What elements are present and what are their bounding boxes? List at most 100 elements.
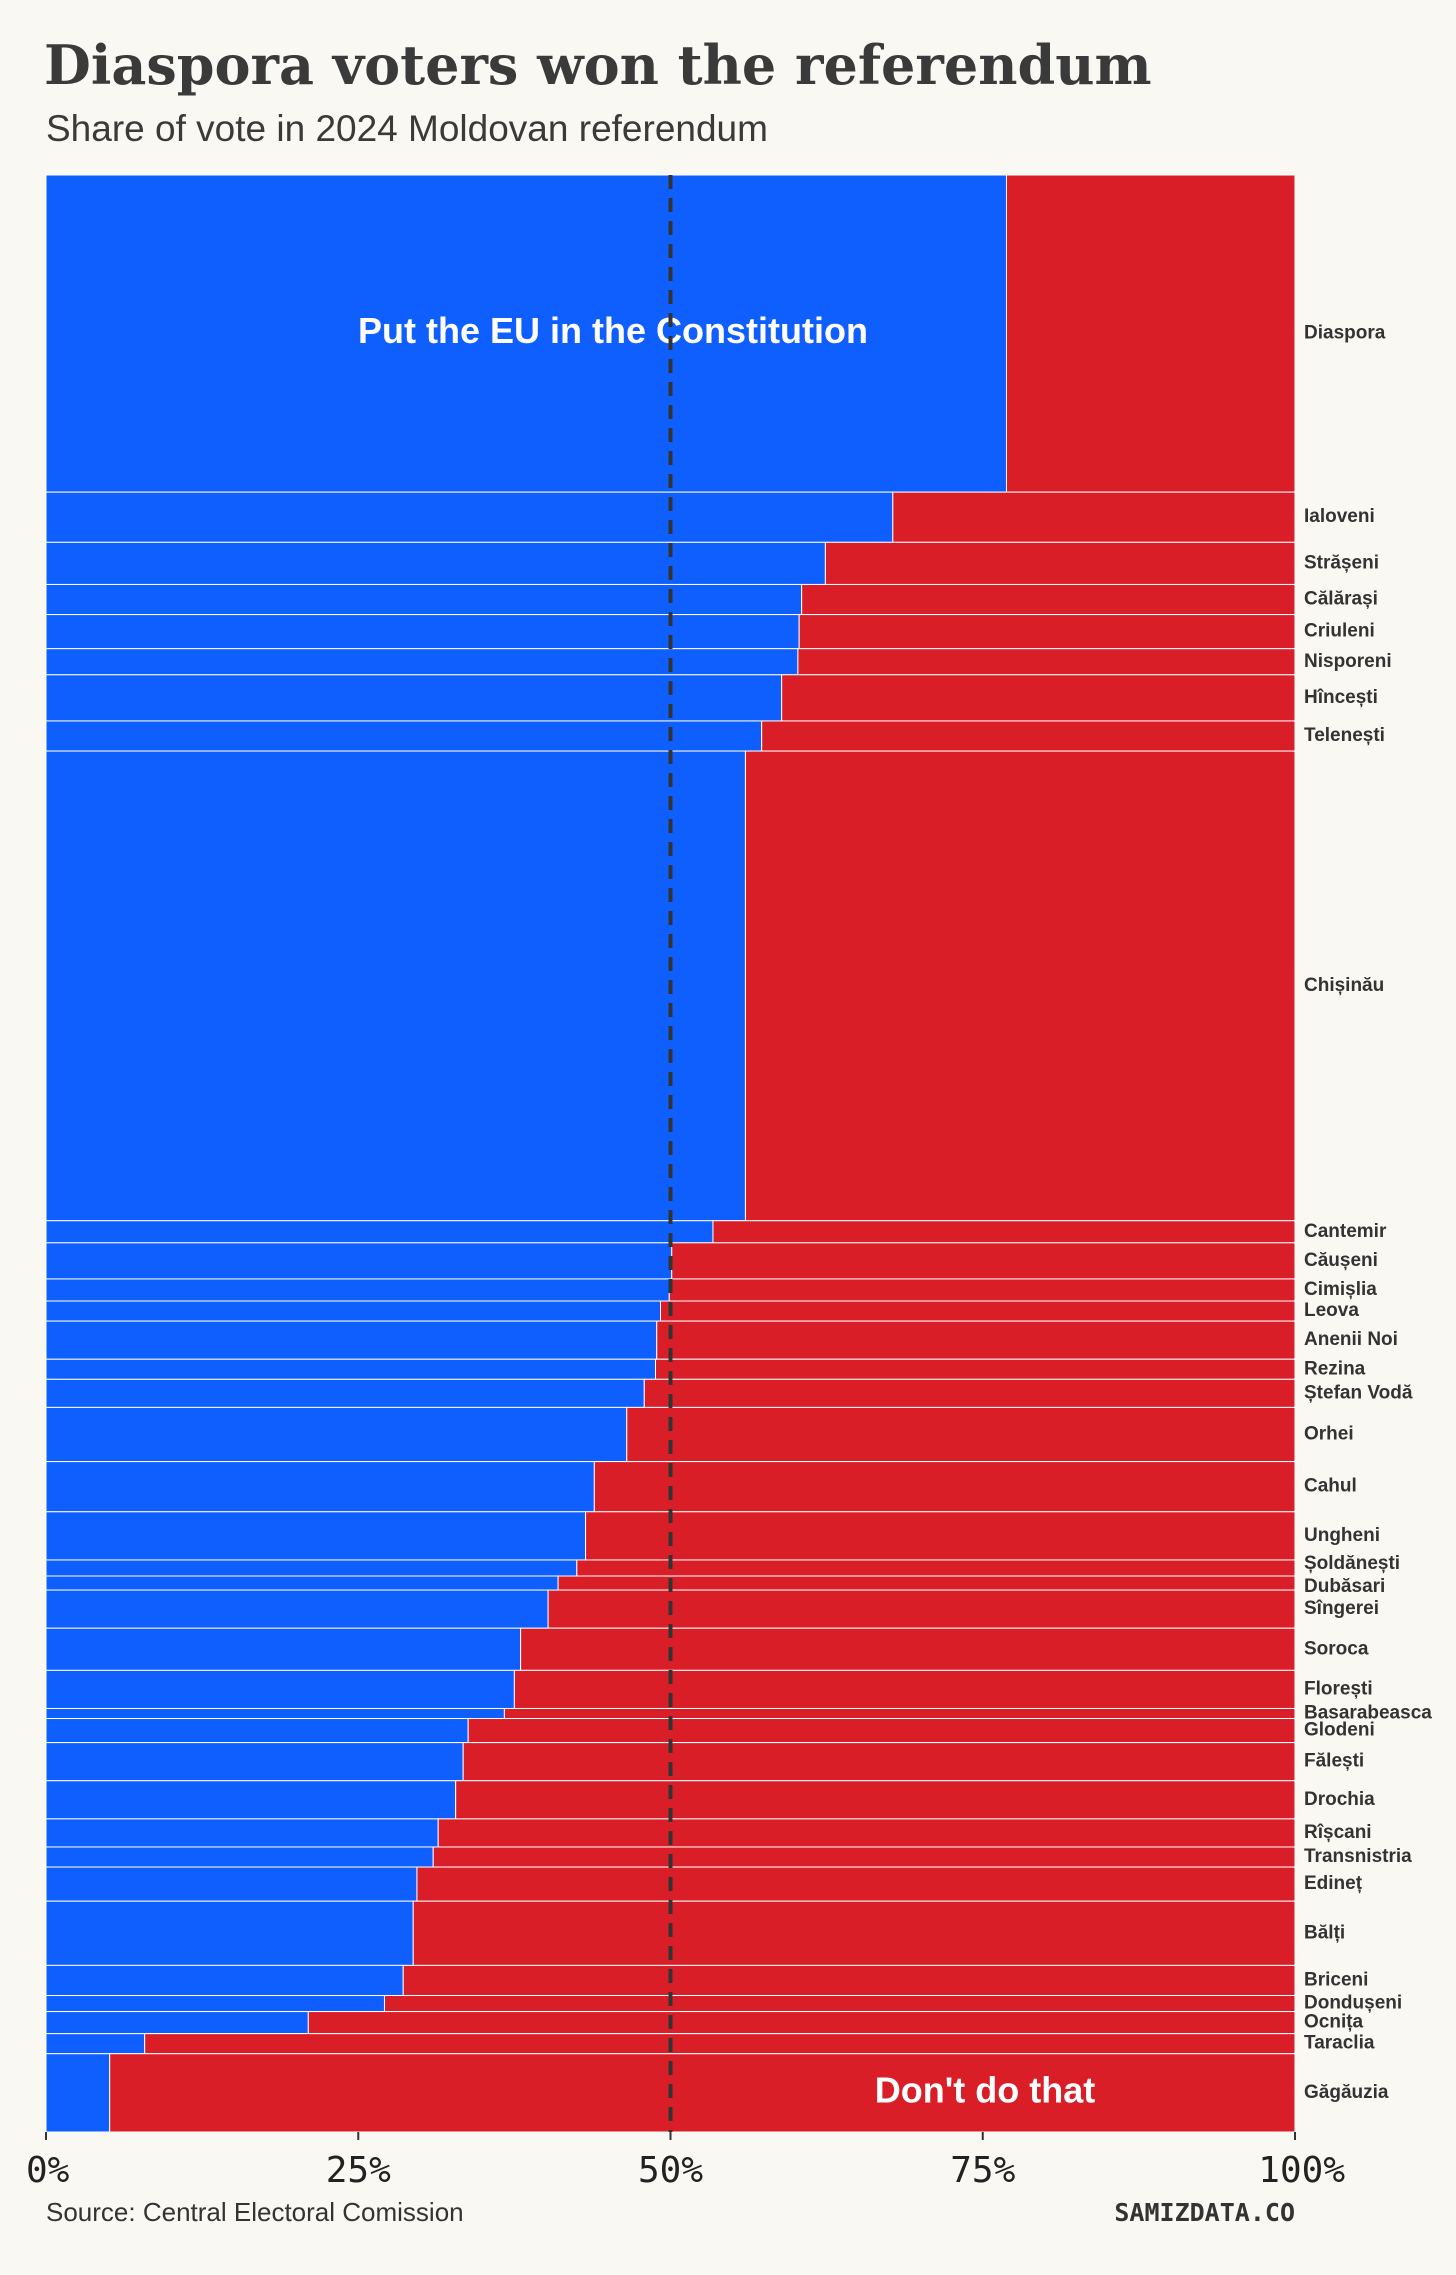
category-label: Chișinău bbox=[1304, 975, 1384, 996]
bar-segment bbox=[45, 1220, 714, 1244]
bar-segment bbox=[45, 1278, 670, 1302]
category-label: Orhei bbox=[1304, 1424, 1354, 1445]
bar-segment bbox=[45, 1378, 645, 1408]
category-label: Bălți bbox=[1304, 1922, 1345, 1943]
bar-segment bbox=[45, 1320, 658, 1360]
category-label: Edineț bbox=[1304, 1873, 1363, 1894]
bar-segment bbox=[781, 674, 1296, 722]
bar-segment bbox=[892, 491, 1296, 543]
bar-segment bbox=[1005, 174, 1296, 493]
category-label: Telenești bbox=[1304, 725, 1385, 746]
category-label: Basarabeasca bbox=[1304, 1703, 1432, 1724]
bar-segment bbox=[643, 1378, 1296, 1408]
bar-segment bbox=[798, 614, 1296, 650]
bar-segment bbox=[467, 1718, 1296, 1744]
bar-segment bbox=[45, 1406, 628, 1463]
bar-segment bbox=[383, 1995, 1296, 2013]
category-label: Rezina bbox=[1304, 1358, 1366, 1379]
category-label: Ialoveni bbox=[1304, 506, 1375, 527]
category-label: Criuleni bbox=[1304, 621, 1375, 642]
bar-segment bbox=[45, 491, 894, 543]
bar-segment bbox=[307, 2011, 1296, 2035]
brand: SAMIZDATA.CO bbox=[1114, 2198, 1295, 2227]
category-label: Sîngerei bbox=[1304, 1598, 1379, 1619]
bar-segment bbox=[45, 1669, 515, 1709]
bar-segment bbox=[45, 1707, 505, 1720]
category-label: Nisporeni bbox=[1304, 651, 1392, 672]
bar-segment bbox=[45, 1627, 522, 1671]
bar-segment bbox=[45, 1818, 439, 1848]
category-label: Căușeni bbox=[1304, 1250, 1378, 1271]
bar-segment bbox=[656, 1320, 1296, 1360]
bar-segment bbox=[660, 1300, 1296, 1322]
bar-segment bbox=[416, 1866, 1296, 1902]
category-label: Fălești bbox=[1304, 1751, 1364, 1772]
category-label: Drochia bbox=[1304, 1789, 1375, 1810]
bar-segment bbox=[45, 1242, 673, 1280]
bar-segment bbox=[547, 1589, 1296, 1629]
category-label: Briceni bbox=[1304, 1969, 1368, 1990]
bar-segment bbox=[45, 1866, 418, 1902]
bar-segment bbox=[45, 1900, 414, 1966]
bar-segment bbox=[824, 541, 1296, 585]
bar-segment bbox=[626, 1406, 1296, 1463]
bar-segment bbox=[45, 2033, 146, 2055]
x-tick-label: 0% bbox=[26, 2150, 70, 2191]
category-label: Rîșcani bbox=[1304, 1822, 1372, 1843]
bar-segment bbox=[593, 1461, 1296, 1513]
chart-title: Diaspora voters won the referendum bbox=[44, 33, 1152, 97]
bar-segment bbox=[45, 1575, 559, 1591]
bar-segment bbox=[45, 541, 826, 585]
bar-segment bbox=[144, 2033, 1296, 2055]
bar-segment bbox=[45, 1718, 469, 1744]
bar-segment bbox=[109, 2053, 1296, 2133]
category-label: Dondușeni bbox=[1304, 1993, 1402, 2014]
bar-segment bbox=[45, 1846, 434, 1868]
bar-segment bbox=[801, 583, 1296, 616]
bar-segment bbox=[45, 1964, 404, 1997]
category-label: Cantemir bbox=[1304, 1221, 1387, 1242]
category-label: Glodeni bbox=[1304, 1720, 1375, 1741]
chart-subtitle: Share of vote in 2024 Moldovan referendu… bbox=[46, 108, 768, 149]
bar-segment bbox=[45, 648, 799, 676]
bar-segment bbox=[671, 1242, 1296, 1280]
bar-segment bbox=[437, 1818, 1296, 1848]
bar-segment bbox=[45, 720, 763, 752]
bar-segment bbox=[45, 1559, 578, 1577]
bar-segment bbox=[797, 648, 1296, 676]
category-label: Ocnița bbox=[1304, 2012, 1364, 2033]
category-label: Dubăsari bbox=[1304, 1576, 1385, 1597]
category-label: Ștefan Vodă bbox=[1304, 1382, 1413, 1403]
bar-segment bbox=[45, 1995, 385, 2013]
x-tick-label: 50% bbox=[638, 2150, 703, 2191]
bar-segment bbox=[45, 583, 803, 616]
bar-segment bbox=[45, 2053, 111, 2133]
bar-segment bbox=[45, 174, 1007, 493]
x-tick-label: 25% bbox=[326, 2150, 391, 2191]
bar-segment bbox=[412, 1900, 1296, 1966]
category-label: Anenii Noi bbox=[1304, 1329, 1398, 1350]
category-label: Ungheni bbox=[1304, 1525, 1380, 1546]
category-label: Leova bbox=[1304, 1300, 1359, 1321]
series-annotation: Don't do that bbox=[875, 2069, 1096, 2110]
bar-segment bbox=[45, 1780, 457, 1820]
bar-segment bbox=[45, 750, 746, 1222]
category-label: Strășeni bbox=[1304, 552, 1379, 573]
bar-segment bbox=[45, 1300, 662, 1322]
bar-segment bbox=[503, 1707, 1296, 1720]
category-label: Florești bbox=[1304, 1678, 1373, 1699]
bar-segment bbox=[513, 1669, 1296, 1709]
x-tick-label: 100% bbox=[1258, 2150, 1345, 2191]
bar-segment bbox=[744, 750, 1296, 1222]
bar-segment bbox=[668, 1278, 1296, 1302]
bar-segment bbox=[45, 674, 783, 722]
series-annotation: Put the EU in the Constitution bbox=[358, 310, 868, 351]
category-label: Găgăuzia bbox=[1304, 2082, 1389, 2103]
category-label: Soroca bbox=[1304, 1638, 1369, 1659]
bar-segment bbox=[432, 1846, 1296, 1868]
bar-segment bbox=[712, 1220, 1296, 1244]
bar-segment bbox=[462, 1742, 1296, 1782]
bar-segment bbox=[761, 720, 1296, 752]
bar-segment bbox=[576, 1559, 1296, 1577]
